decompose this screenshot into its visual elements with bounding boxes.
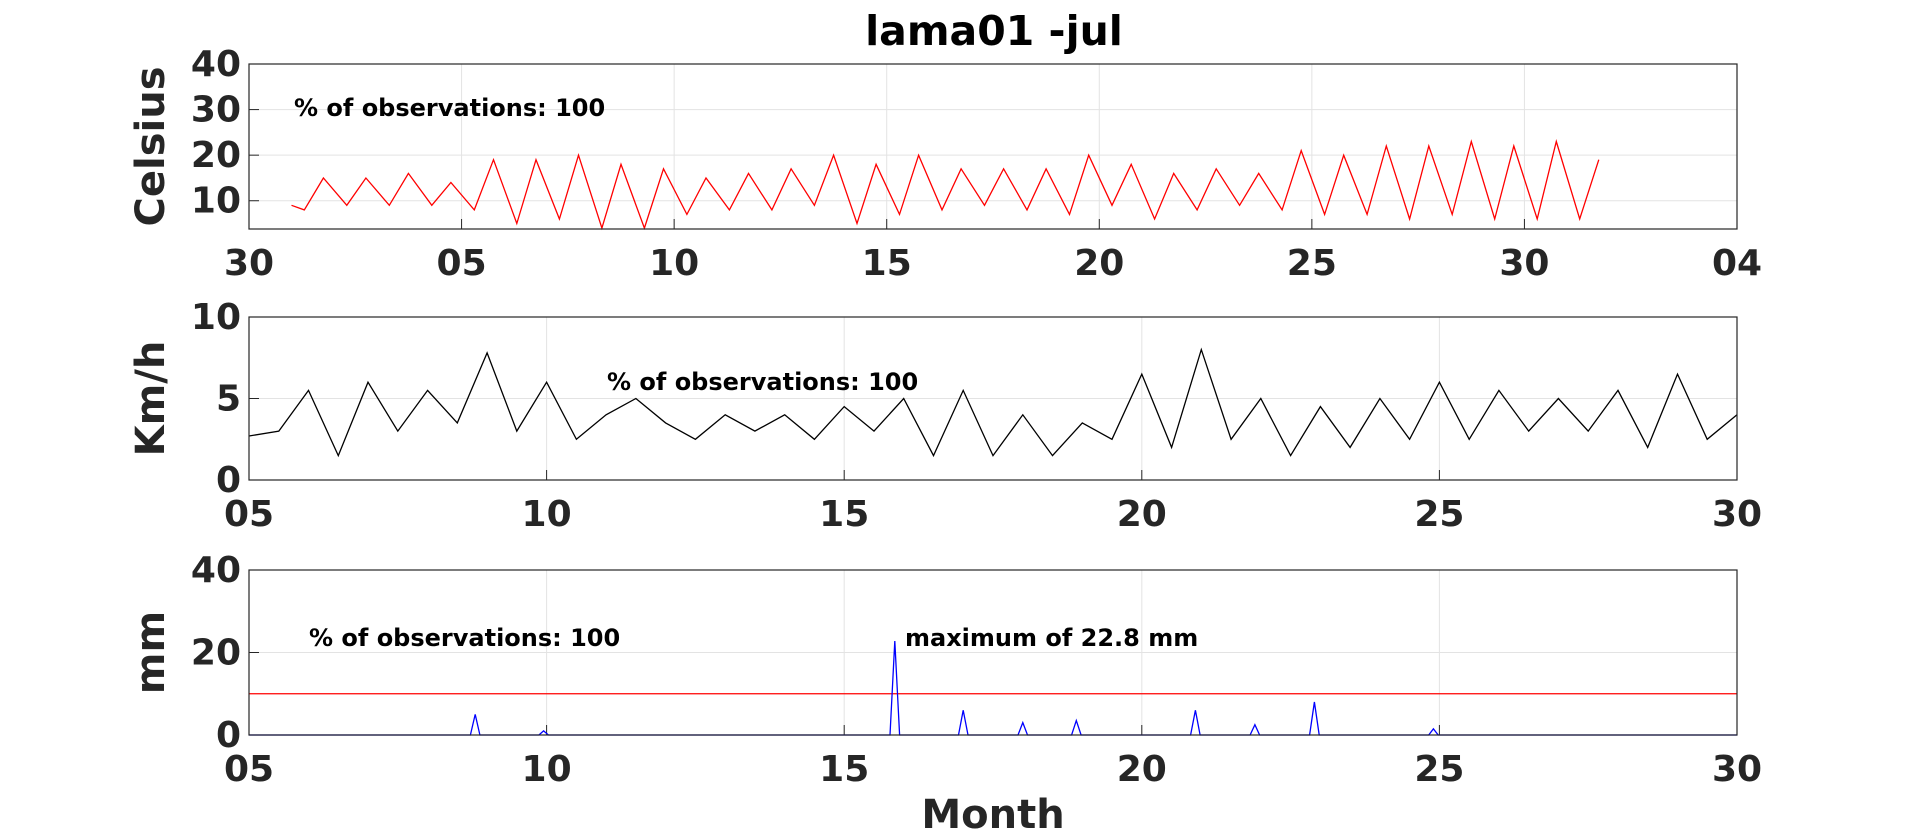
y-tick-label: 40	[191, 44, 241, 85]
x-tick-label: 15	[862, 243, 912, 284]
x-tick-label: 04	[1712, 243, 1762, 284]
y-tick-label: 20	[191, 633, 241, 674]
x-tick-label: 10	[649, 243, 699, 284]
chart-title: lama01 -jul	[865, 7, 1123, 55]
plot-frame	[248, 569, 1738, 736]
x-tick-label: 10	[522, 749, 572, 790]
x-tick-label: 30	[1499, 243, 1549, 284]
x-tick-label: 20	[1117, 494, 1167, 535]
annotation: % of observations: 100	[309, 624, 620, 652]
x-tick-label: 05	[437, 243, 487, 284]
y-tick-label: 0	[216, 460, 241, 501]
y-axis-label: Km/h	[128, 341, 174, 457]
x-axis-label: Month	[921, 792, 1064, 838]
y-tick-label: 0	[216, 715, 241, 756]
y-tick-label: 10	[191, 297, 241, 338]
x-tick-label: 10	[522, 494, 572, 535]
x-tick-label: 25	[1414, 494, 1464, 535]
x-tick-label: 30	[224, 243, 274, 284]
y-tick-label: 30	[191, 90, 241, 131]
y-tick-label: 5	[216, 379, 241, 420]
x-tick-label: 15	[819, 494, 869, 535]
x-tick-label: 15	[819, 749, 869, 790]
y-axis-label: Celsius	[128, 67, 174, 227]
plot-frame	[248, 63, 1738, 230]
x-tick-label: 25	[1414, 749, 1464, 790]
data-line	[291, 139, 1600, 231]
annotation: maximum of 22.8 mm	[905, 624, 1198, 652]
x-tick-label: 05	[224, 749, 274, 790]
annotation: % of observations: 100	[607, 368, 918, 396]
x-tick-label: 30	[1712, 749, 1762, 790]
data-line	[248, 347, 1738, 458]
y-tick-label: 40	[191, 550, 241, 591]
y-axis-label: mm	[128, 611, 174, 694]
annotation: % of observations: 100	[294, 94, 605, 122]
plot-frame	[248, 316, 1738, 481]
x-tick-label: 05	[224, 494, 274, 535]
x-tick-label: 20	[1117, 749, 1167, 790]
y-tick-label: 10	[191, 181, 241, 222]
x-tick-label: 20	[1074, 243, 1124, 284]
y-tick-label: 20	[191, 135, 241, 176]
x-tick-label: 25	[1287, 243, 1337, 284]
x-tick-label: 30	[1712, 494, 1762, 535]
